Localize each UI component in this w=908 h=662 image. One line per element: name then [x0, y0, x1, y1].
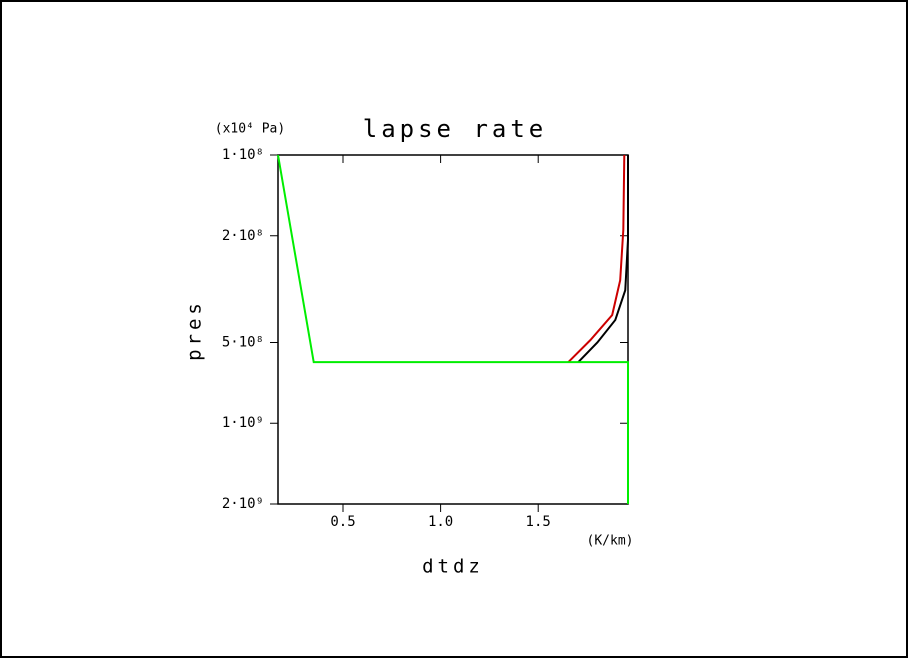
x-tick-label: 0.5: [330, 514, 355, 530]
chart-title: lapse rate: [363, 115, 548, 143]
x-tick-label: 1.0: [428, 514, 453, 530]
y-tick-label: 2·10⁸: [222, 228, 264, 244]
x-unit: (K/km): [587, 534, 634, 549]
x-axis-label: dtdz: [422, 556, 484, 578]
series-line: [567, 154, 626, 363]
y-tick-label: 2·10⁹: [222, 496, 264, 512]
series-line: [577, 155, 629, 363]
series-line: [277, 154, 629, 504]
y-unit: (x10⁴ Pa): [215, 122, 285, 137]
y-tick-label: 1·10⁸: [222, 147, 264, 163]
y-tick-label: 5·10⁸: [222, 334, 264, 350]
y-tick-label: 1·10⁹: [222, 415, 264, 431]
plot-frame: [277, 154, 629, 505]
x-tick-label: 1.5: [526, 514, 551, 530]
y-axis-label: pres: [184, 299, 206, 361]
